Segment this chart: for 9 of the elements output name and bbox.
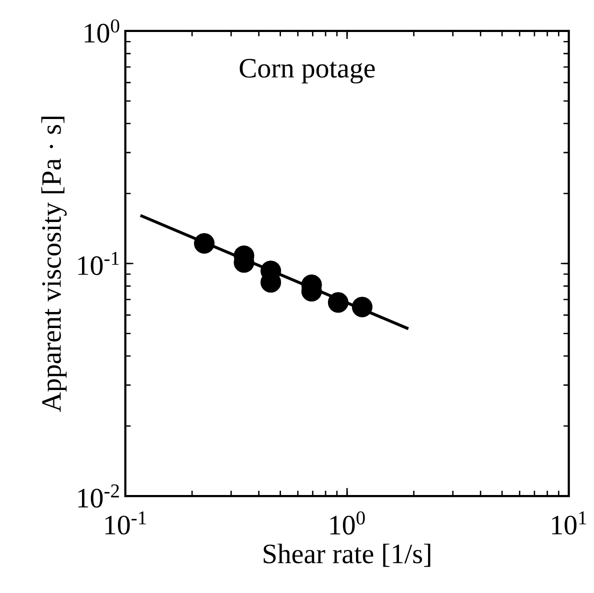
x-tick-label: 10$^{1}$ <box>552 511 586 535</box>
y-tick-label: 10$^{-1}$ <box>78 252 119 276</box>
text: Corn potage <box>240 58 375 84</box>
x-tick-label: 10$^{-1}$ <box>105 511 146 535</box>
y-tick-label: 10$^{0}$ <box>84 19 120 43</box>
x-axis-title: Shear rate [1/s] <box>264 544 430 567</box>
y-axis-title: Apparent viscosity [Pa · s] <box>41 116 67 412</box>
y-tick-label: 10$^{-2}$ <box>78 484 119 508</box>
x-tick-label: 10$^{0}$ <box>330 511 365 535</box>
